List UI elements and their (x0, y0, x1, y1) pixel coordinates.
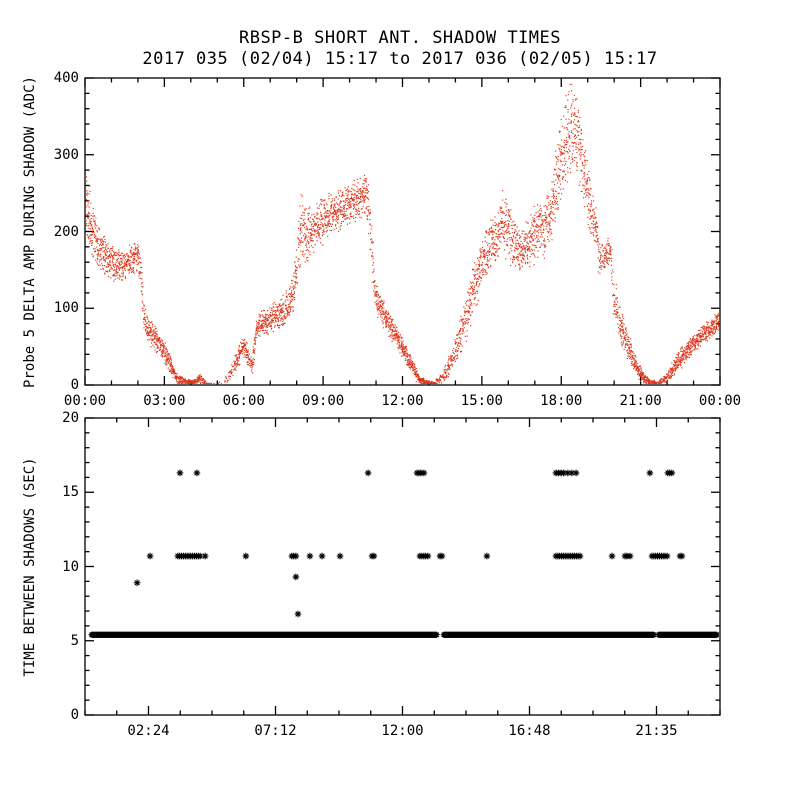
x-tick-label: 06:00 (222, 393, 265, 409)
y-tick-label: 100 (53, 300, 79, 317)
y-tick-label: 300 (53, 146, 79, 163)
y-tick-label: 200 (53, 223, 79, 240)
x-tick-label: 21:00 (619, 393, 662, 409)
y-tick-label: 400 (53, 70, 79, 86)
x-tick-label: 09:00 (302, 393, 345, 409)
y-tick-label: 20 (62, 410, 79, 426)
x-tick-label: 21:35 (635, 723, 678, 739)
x-tick-label: 12:00 (381, 393, 424, 409)
x-tick-label: 02:24 (127, 723, 170, 739)
x-tick-label: 12:00 (381, 723, 424, 739)
y-tick-label: 5 (70, 632, 79, 649)
x-tick-label: 03:00 (143, 393, 186, 409)
x-tick-label: 07:12 (254, 723, 297, 739)
y-tick-label: 0 (70, 707, 79, 723)
y-tick-label: 0 (70, 377, 79, 393)
x-tick-label: 00:00 (63, 393, 107, 409)
x-tick-label: 16:48 (508, 723, 551, 739)
chart-title: RBSP-B SHORT ANT. SHADOW TIMES (238, 28, 562, 48)
x-tick-label: 18:00 (540, 393, 583, 409)
y-tick-label: 10 (62, 558, 79, 575)
x-tick-label: 00:00 (698, 393, 742, 409)
x-tick-label: 15:00 (460, 393, 503, 409)
y-tick-label: 15 (62, 484, 79, 501)
chart-subtitle: 2017 035 (02/04) 15:17 to 2017 036 (02/0… (142, 49, 658, 69)
